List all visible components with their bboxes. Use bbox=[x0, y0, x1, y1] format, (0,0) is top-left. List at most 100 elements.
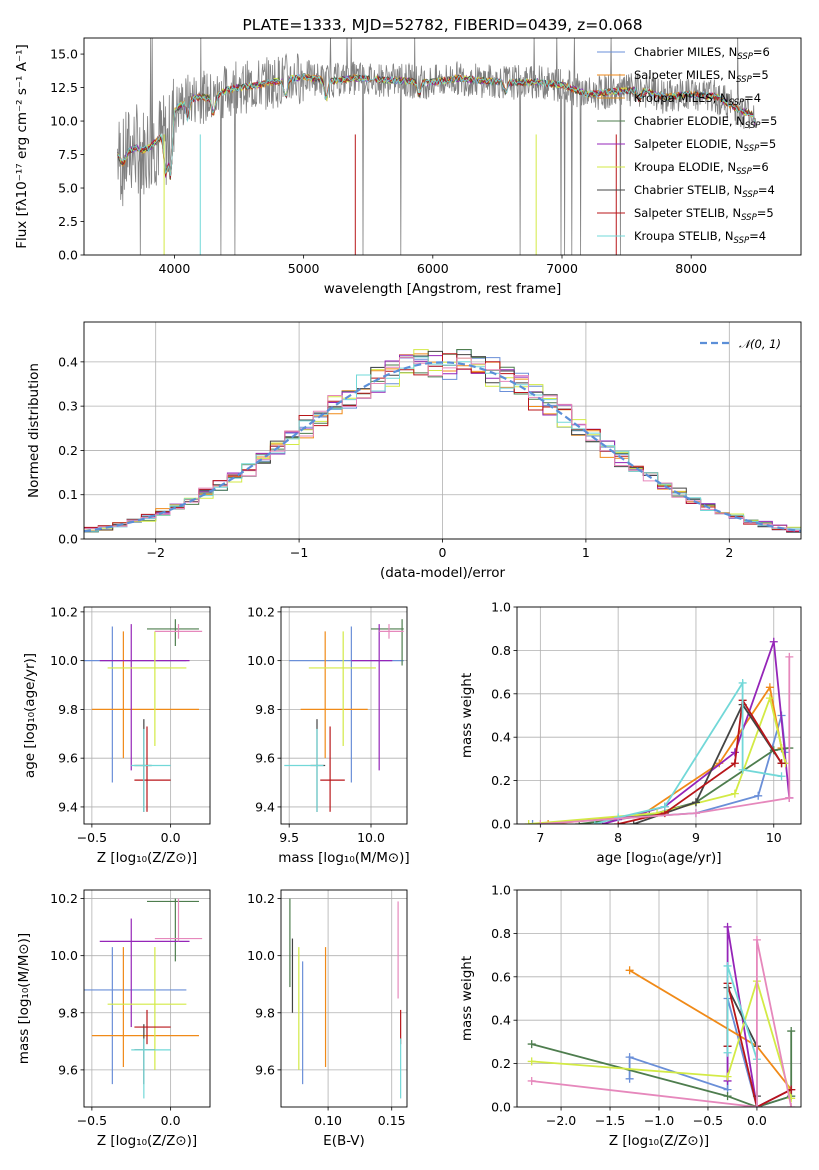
y-tick-label: 9.6 bbox=[58, 751, 78, 766]
series-line bbox=[531, 939, 793, 1107]
grid bbox=[281, 890, 407, 1107]
data-point bbox=[527, 1076, 536, 1085]
y-tick-label: 10.0 bbox=[50, 948, 78, 963]
data-point bbox=[625, 1053, 634, 1062]
errorbar bbox=[131, 1038, 171, 1099]
panel-4: 9.5 10.0 9.4 9.6 9.8 10.0 10.2 mass [log₁₀(M/M⊙… bbox=[247, 604, 410, 866]
errorbar bbox=[99, 918, 190, 1028]
data-point bbox=[777, 759, 786, 768]
y-tick-label: 0.2 bbox=[491, 1056, 511, 1071]
y-tick-label: 10.2 bbox=[247, 604, 275, 619]
x-tick-label: 10 bbox=[766, 830, 782, 845]
x-tick-label: 8 bbox=[614, 830, 622, 845]
x-tick-label: 0.0 bbox=[161, 1113, 181, 1128]
data-point bbox=[730, 759, 739, 768]
plot-area bbox=[524, 637, 794, 824]
data-point bbox=[528, 820, 537, 824]
axes-frame bbox=[280, 606, 408, 825]
x-tick-label: 0.0 bbox=[747, 1113, 767, 1128]
series bbox=[527, 977, 796, 1103]
errorbar bbox=[131, 728, 171, 812]
panel-6: −0.5 0.0 9.6 9.8 10.0 10.2 Z [log₁₀(Z/Z⊙)] mass… bbox=[16, 889, 211, 1149]
y-tick-label: 0.0 bbox=[58, 532, 78, 547]
x-axis-label: Z [log₁₀(Z/Z⊙)] bbox=[97, 850, 197, 866]
data-point bbox=[691, 809, 700, 818]
series-line bbox=[594, 679, 782, 824]
y-tick-label: 0.0 bbox=[491, 817, 511, 832]
errorbar bbox=[91, 947, 199, 1068]
legend: 𝒩(0, 1) bbox=[700, 337, 781, 351]
x-axis-label: mass [log₁₀(M/M⊙)] bbox=[278, 850, 409, 866]
histogram-step bbox=[84, 357, 801, 531]
data-point bbox=[785, 652, 794, 661]
legend-label: Chabrier STELIB, NSSP=4 bbox=[634, 183, 775, 200]
series-line bbox=[602, 641, 791, 824]
y-tick-label: 0.2 bbox=[58, 443, 78, 458]
panel-3: −0.5 0.0 9.4 9.6 9.8 10.0 10.2 Z [log₁₀(Z/Z⊙)] a… bbox=[22, 604, 211, 866]
axes-frame bbox=[516, 606, 802, 825]
y-tick-label: 0.0 bbox=[58, 248, 78, 263]
y-tick-label: 9.8 bbox=[255, 702, 275, 717]
y-tick-label: 9.8 bbox=[58, 1005, 78, 1020]
errorbar bbox=[107, 947, 187, 1070]
data-point bbox=[590, 820, 599, 824]
x-tick-label: 8000 bbox=[675, 261, 707, 276]
chart-title: PLATE=1333, MJD=52782, FIBERID=0439, z=0… bbox=[242, 16, 642, 34]
panel-8: −2.0 −1.5 −1.0 −0.5 0.0 0.0 0.2 0.4 0.6 0.8 1.0 Z [… bbox=[459, 883, 802, 1149]
errorbar bbox=[371, 619, 404, 666]
x-tick-label: 0.0 bbox=[161, 830, 181, 845]
x-tick-label: −2.0 bbox=[546, 1113, 576, 1128]
errorbar bbox=[147, 619, 199, 647]
plot-area bbox=[527, 922, 796, 1107]
errorbar bbox=[351, 624, 393, 771]
data-spectrum-line bbox=[117, 38, 757, 255]
panel-5: 7 8 9 10 0.0 0.2 0.4 0.6 0.8 1.0 age [log₁₀(age/yr… bbox=[459, 600, 802, 866]
plot-area bbox=[84, 349, 801, 533]
x-tick-label: 6000 bbox=[417, 261, 449, 276]
legend-label: Kroupa MILES, NSSP=4 bbox=[634, 91, 761, 108]
y-axis-label: Flux [fλ10⁻¹⁷ erg cm⁻² s⁻¹ A⁻¹] bbox=[14, 44, 30, 249]
x-tick-label: 10.0 bbox=[357, 830, 385, 845]
x-tick-label: −0.5 bbox=[693, 1113, 723, 1128]
y-tick-label: 10.2 bbox=[247, 891, 275, 906]
y-tick-label: 0.4 bbox=[491, 1013, 511, 1028]
y-tick-label: 15.0 bbox=[50, 47, 78, 62]
y-tick-label: 7.5 bbox=[58, 147, 78, 162]
y-tick-label: 10.0 bbox=[50, 653, 78, 668]
grid bbox=[517, 889, 801, 1108]
legend-label: 𝒩(0, 1) bbox=[739, 337, 781, 351]
series-line bbox=[531, 1031, 793, 1107]
plot-area bbox=[284, 619, 404, 812]
grid bbox=[84, 890, 210, 1107]
data-point bbox=[524, 820, 533, 824]
y-axis-label: age [log₁₀(age/yr)] bbox=[22, 653, 38, 778]
y-tick-label: 0.3 bbox=[58, 399, 78, 414]
y-axis-label: mass weight bbox=[459, 673, 475, 758]
axes-frame bbox=[83, 37, 802, 256]
x-tick-label: 0.15 bbox=[378, 1113, 406, 1128]
x-tick-label: 0.10 bbox=[314, 1113, 342, 1128]
y-tick-label: 5.0 bbox=[58, 181, 78, 196]
data-point bbox=[738, 765, 747, 774]
errorbar bbox=[308, 631, 376, 746]
x-tick-label: 7 bbox=[536, 830, 544, 845]
y-tick-label: 2.5 bbox=[58, 214, 78, 229]
y-axis-label: mass [log₁₀(M/M⊙)] bbox=[16, 933, 32, 1064]
axes-frame bbox=[280, 889, 408, 1108]
data-point bbox=[730, 748, 739, 757]
errorbar bbox=[284, 728, 324, 812]
y-tick-label: 0.6 bbox=[491, 686, 511, 701]
data-point bbox=[544, 820, 553, 824]
errorbar bbox=[289, 626, 404, 783]
data-point bbox=[625, 966, 634, 975]
data-point bbox=[787, 1103, 796, 1107]
x-axis-label: wavelength [Angstrom, rest frame] bbox=[324, 281, 562, 297]
x-axis-label: (data-model)/error bbox=[380, 565, 506, 581]
y-axis-label: Normed distribution bbox=[26, 363, 42, 498]
data-point bbox=[752, 1103, 761, 1107]
x-tick-label: 4000 bbox=[159, 261, 191, 276]
y-tick-label: 0.8 bbox=[491, 926, 511, 941]
x-tick-label: −1.0 bbox=[644, 1113, 674, 1128]
data-point bbox=[769, 637, 778, 646]
